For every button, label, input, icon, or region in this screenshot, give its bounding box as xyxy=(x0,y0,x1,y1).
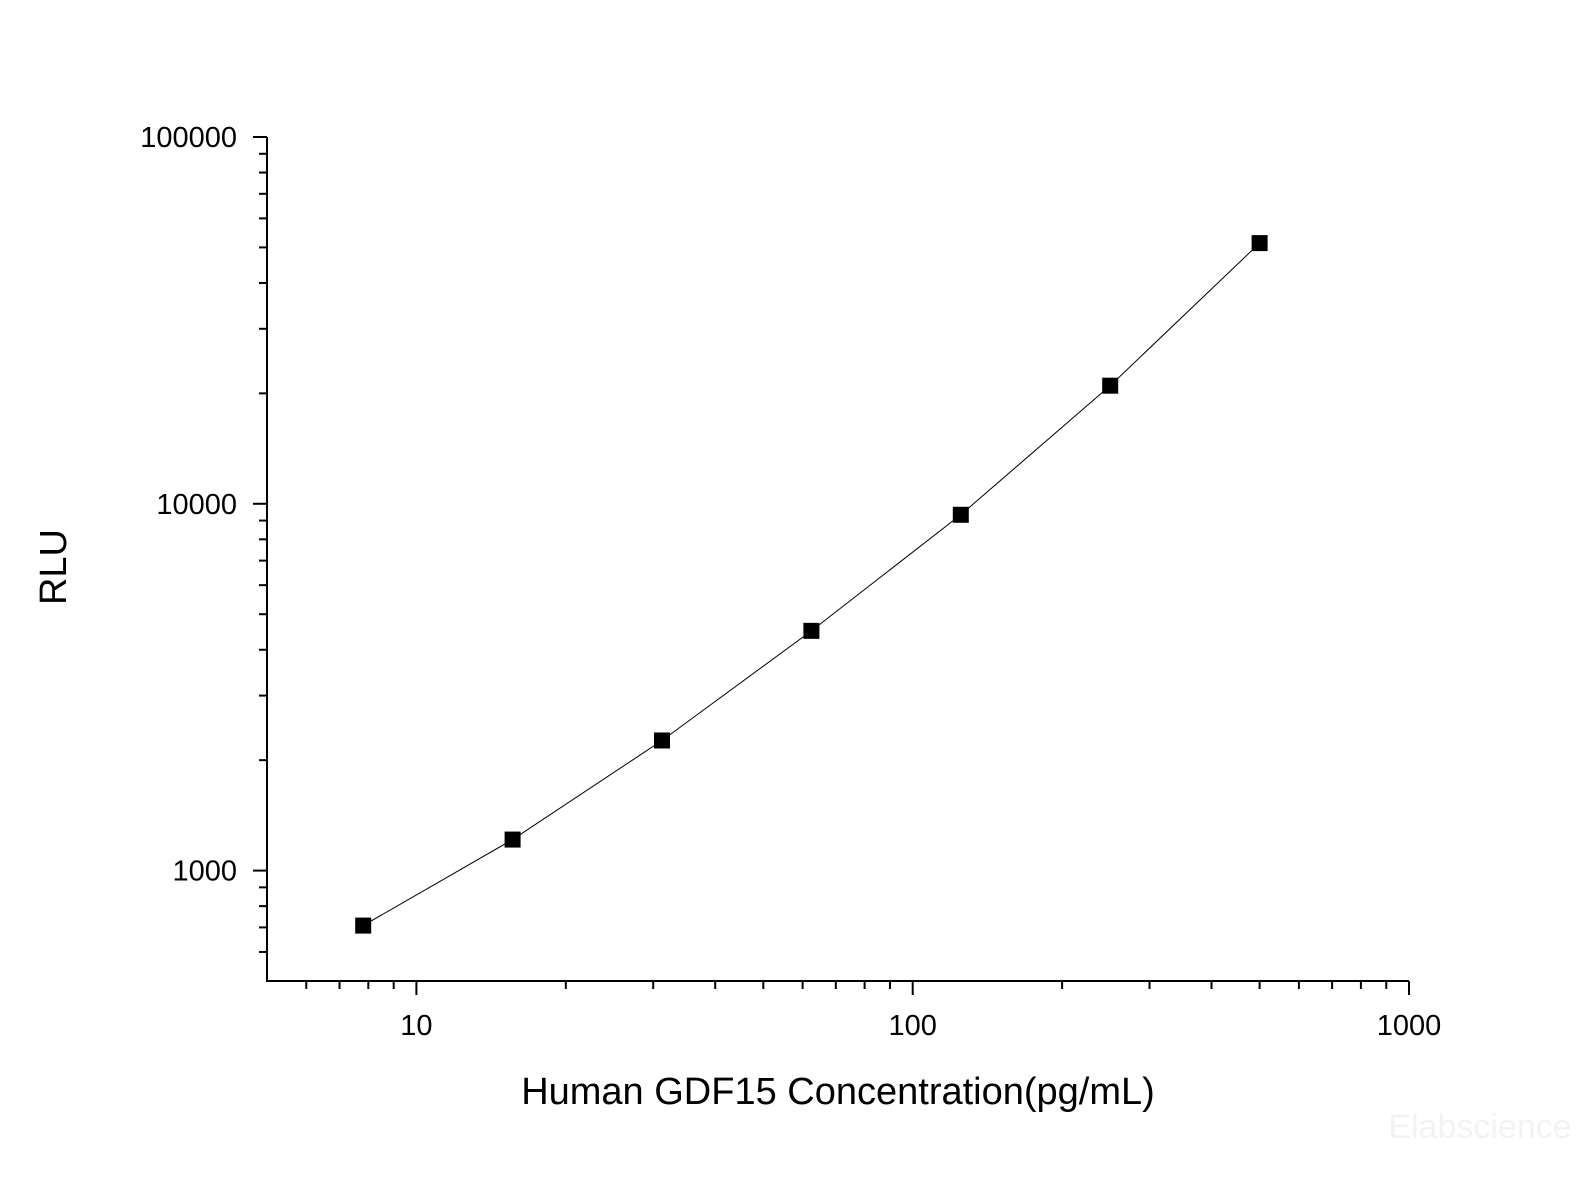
data-point xyxy=(803,622,820,639)
data-point xyxy=(1251,235,1268,252)
data-point xyxy=(952,506,969,523)
x-tick-label: 100 xyxy=(889,1010,937,1042)
series-line xyxy=(362,242,1260,927)
y-tick-label: 10000 xyxy=(156,489,237,521)
y-axis-title: RLU xyxy=(33,529,75,605)
data-point xyxy=(504,831,521,848)
x-tick-label: 10 xyxy=(400,1010,432,1042)
x-axis-title: Human GDF15 Concentration(pg/mL) xyxy=(521,1071,1155,1113)
data-point xyxy=(355,917,372,934)
data-point xyxy=(653,732,670,749)
y-tick-label: 100000 xyxy=(140,122,237,154)
watermark: Elabscience xyxy=(1388,1108,1571,1146)
x-tick-label: 1000 xyxy=(1377,1010,1442,1042)
data-point xyxy=(1102,377,1119,394)
y-tick-label: 1000 xyxy=(172,856,237,888)
